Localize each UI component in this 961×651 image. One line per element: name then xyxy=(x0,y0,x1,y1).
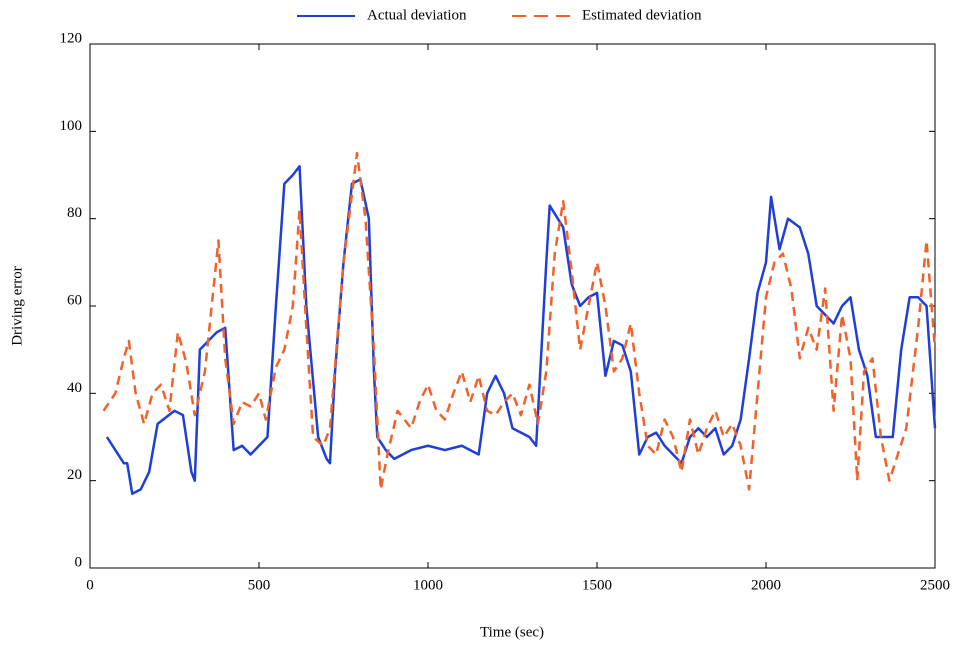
y-tick-label: 40 xyxy=(67,380,82,396)
data-line xyxy=(105,165,937,496)
y-tick-label: 60 xyxy=(67,292,82,308)
x-tick-label: 500 xyxy=(248,577,271,593)
x-tick-label: 0 xyxy=(86,577,94,593)
x-tick-label: 2500 xyxy=(920,577,950,593)
x-tick-label: 1500 xyxy=(582,577,612,593)
plot-frame xyxy=(89,43,936,569)
y-tick-label: 0 xyxy=(75,554,83,570)
y-tick-label: 100 xyxy=(60,118,83,134)
y-tick-label: 80 xyxy=(67,205,82,221)
y-axis-label: Driving error xyxy=(9,266,25,346)
legend-label: Actual deviation xyxy=(367,7,467,23)
x-axis-label: Time (sec) xyxy=(480,624,544,640)
x-tick-label: 1000 xyxy=(413,577,443,593)
y-tick-label: 20 xyxy=(67,467,82,483)
data-line xyxy=(102,151,937,491)
y-tick-label: 120 xyxy=(60,30,83,46)
legend-label: Estimated deviation xyxy=(582,7,702,23)
x-tick-label: 2000 xyxy=(751,577,781,593)
